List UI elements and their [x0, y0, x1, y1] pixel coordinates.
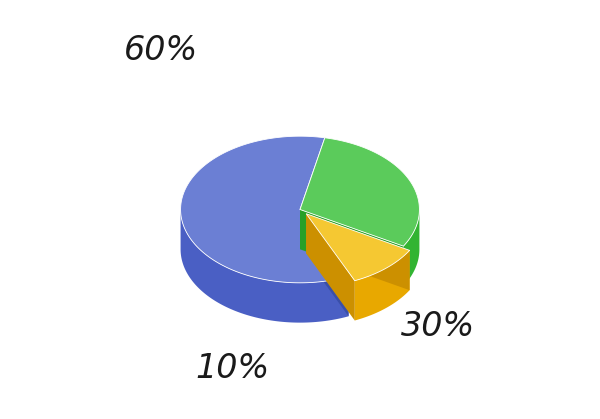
Polygon shape [181, 210, 349, 323]
Polygon shape [300, 210, 349, 316]
Polygon shape [300, 138, 419, 246]
Text: 30%: 30% [401, 310, 475, 343]
Text: 10%: 10% [195, 352, 269, 385]
Polygon shape [403, 210, 419, 286]
Polygon shape [355, 251, 410, 321]
Text: 60%: 60% [124, 34, 198, 67]
Polygon shape [306, 214, 355, 321]
Polygon shape [300, 210, 403, 286]
Polygon shape [306, 214, 410, 281]
Polygon shape [181, 136, 349, 283]
Polygon shape [306, 214, 410, 290]
